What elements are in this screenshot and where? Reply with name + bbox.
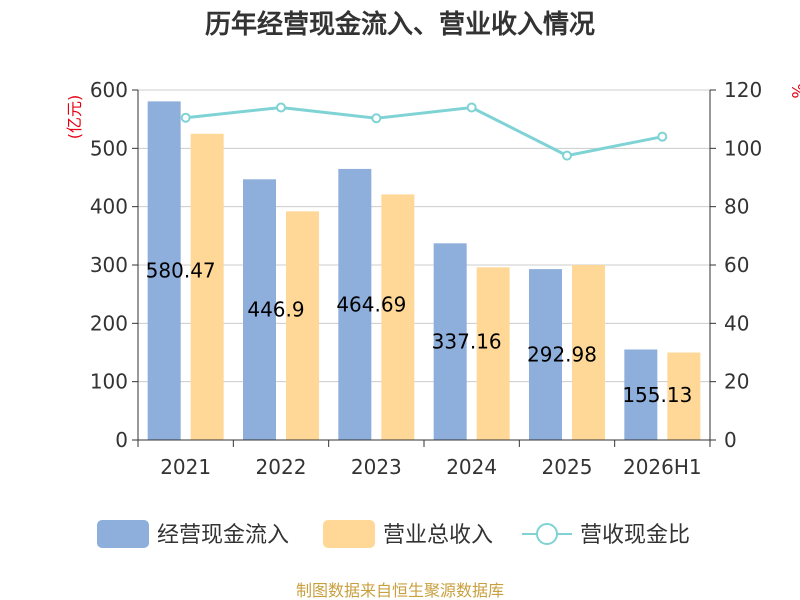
data-label-cash-inflow: 580.47 — [146, 259, 216, 283]
ratio-point — [371, 113, 382, 124]
chart-title: 历年经营现金流入、营业收入情况 — [205, 9, 595, 40]
right-tick-label: 80 — [724, 195, 749, 219]
bar-revenue — [572, 265, 605, 440]
legend-label-cash-inflow: 经营现金流入 — [157, 523, 289, 548]
left-tick-label: 100 — [90, 370, 128, 394]
bar-cash-inflow — [624, 349, 658, 440]
x-tick-label: 2025 — [542, 455, 593, 479]
right-axis-unit: % — [788, 83, 800, 98]
right-tick-label: 100 — [724, 136, 762, 160]
legend: 经营现金流入 营业总收入 营收现金比 — [97, 520, 690, 548]
ratio-line-path — [185, 105, 663, 158]
right-tick-label: 60 — [724, 253, 749, 277]
bar-revenue — [381, 194, 415, 440]
ratio-point — [562, 150, 572, 161]
left-tick-label: 300 — [90, 253, 128, 277]
bar-revenue — [190, 133, 224, 440]
bar-revenue — [476, 267, 510, 440]
x-tick-label: 2023 — [351, 455, 402, 479]
axes: 0 100 200 300 400 500 600 0 20 40 60 80 100 120 2021 20… — [90, 78, 762, 479]
ratio-point — [276, 102, 286, 113]
legend-label-revenue: 营业总收入 — [383, 523, 493, 548]
bar-cash-inflow — [338, 168, 372, 440]
legend-swatch-revenue — [323, 520, 375, 548]
right-tick-label: 120 — [724, 78, 762, 102]
left-tick-label: 500 — [90, 136, 128, 160]
x-tick-label: 2021 — [160, 455, 211, 479]
bar-revenue — [667, 352, 701, 440]
left-tick-label: 600 — [90, 78, 128, 102]
source-note: 制图数据来自恒生聚源数据库 — [296, 581, 504, 600]
ratio-point — [657, 131, 668, 142]
legend-swatch-ratio-marker — [536, 523, 558, 545]
left-axis-unit: (亿元) — [65, 95, 84, 140]
bar-cash-inflow — [147, 101, 181, 440]
x-tick-label: 2022 — [256, 455, 307, 479]
right-tick-label: 20 — [724, 370, 749, 394]
data-label-cash-inflow: 337.16 — [432, 330, 502, 354]
ratio-point — [466, 102, 477, 113]
data-label-cash-inflow: 155.13 — [622, 383, 692, 407]
x-tick-label: 2024 — [446, 455, 497, 479]
bar-revenue — [286, 211, 319, 440]
bars — [147, 101, 701, 440]
ratio-point — [180, 112, 191, 123]
gridlines — [138, 89, 710, 441]
right-tick-label: 40 — [724, 311, 749, 335]
bar-cash-inflow — [243, 179, 276, 440]
left-tick-label: 400 — [90, 195, 128, 219]
data-labels: 580.47 446.9 464.69 337.16 292.98 155.13 — [146, 259, 693, 407]
bar-cash-inflow — [433, 243, 467, 440]
data-label-cash-inflow: 292.98 — [527, 343, 597, 367]
legend-swatch-cash-inflow — [97, 520, 149, 548]
data-label-cash-inflow: 464.69 — [336, 292, 406, 316]
data-label-cash-inflow: 446.9 — [247, 298, 304, 322]
left-tick-label: 200 — [90, 311, 128, 335]
x-tick-label: 2026H1 — [623, 455, 702, 479]
bar-cash-inflow — [529, 269, 562, 440]
legend-label-ratio: 营收现金比 — [580, 523, 690, 548]
right-tick-label: 0 — [724, 428, 737, 452]
ratio-line — [180, 102, 668, 161]
left-tick-label: 0 — [115, 428, 128, 452]
